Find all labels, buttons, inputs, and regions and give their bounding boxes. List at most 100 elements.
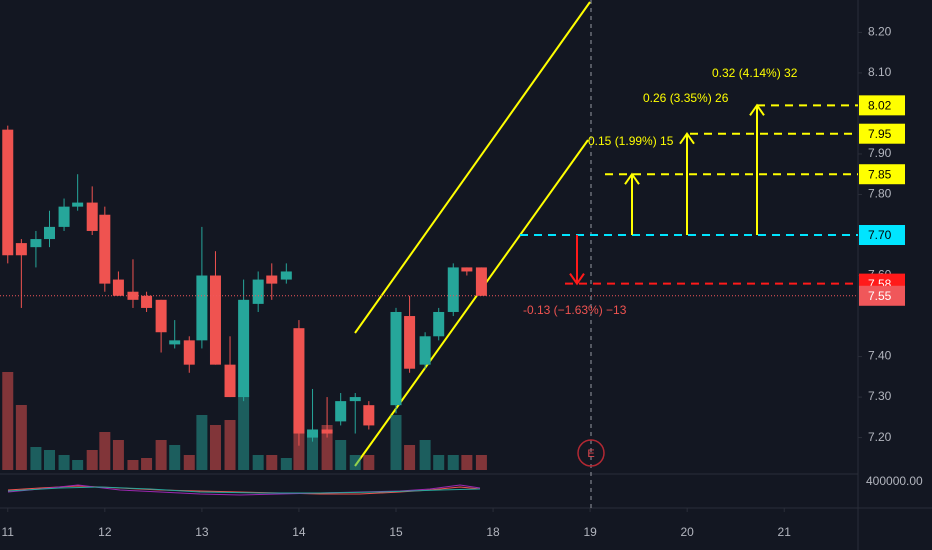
price-level-label: 7.95: [868, 127, 892, 141]
measure-arrowhead: [679, 131, 695, 145]
candle-body: [238, 299, 250, 398]
candle-body: [461, 267, 473, 272]
candle-body: [196, 275, 208, 341]
candle-body: [335, 401, 347, 422]
price-level-box: [859, 164, 905, 185]
volume-bar: [433, 455, 445, 470]
candle-body: [390, 311, 402, 406]
measure-arrowhead: [624, 172, 640, 185]
volume-bar: [86, 450, 98, 470]
candle-body: [307, 429, 319, 438]
candle-body: [141, 295, 153, 308]
measure-annotation: -0.13 (−1.63%) −13: [523, 303, 627, 317]
candle-body: [30, 239, 42, 248]
candle-body: [58, 206, 70, 227]
candle-body: [15, 243, 27, 256]
volume-bar: [196, 415, 208, 470]
x-tick-label: 15: [389, 525, 403, 539]
volume-bar: [112, 440, 124, 470]
price-level-label: 7.70: [868, 228, 892, 242]
candle-body: [112, 279, 124, 296]
candle-body: [99, 214, 111, 284]
volume-bar: [72, 460, 84, 470]
x-tick-label: 12: [98, 525, 112, 539]
candle-body: [447, 267, 459, 312]
candle-body: [280, 271, 292, 280]
volume-bar: [15, 405, 27, 470]
volume-bar: [238, 395, 250, 470]
price-level-box: [859, 285, 905, 306]
x-tick-label: 21: [778, 525, 792, 539]
event-label: E: [587, 448, 594, 460]
volume-bar: [475, 455, 487, 470]
candle-body: [86, 202, 98, 231]
y-tick-label: 8.10: [868, 65, 892, 79]
measure-annotation: 0.26 (3.35%) 26: [643, 91, 729, 105]
y-tick-label: 7.20: [868, 430, 892, 444]
measure-arrowhead: [749, 103, 765, 116]
x-tick-label: 20: [680, 525, 694, 539]
volume-bar: [30, 447, 42, 470]
volume-bar: [447, 455, 459, 470]
volume-bar: [390, 415, 402, 470]
volume-bar: [127, 460, 139, 470]
measure-annotation: 0.32 (4.14%) 32: [712, 66, 798, 80]
volume-bar: [44, 450, 55, 470]
volume-bar: [461, 455, 473, 470]
indicator-line: [7, 486, 481, 494]
volume-bar: [155, 440, 167, 470]
candle-body: [475, 267, 487, 296]
x-tick-label: 19: [583, 525, 597, 539]
volume-bar: [169, 445, 181, 470]
volume-bar: [99, 432, 111, 470]
volume-bar: [2, 372, 14, 470]
candle-body: [72, 202, 84, 207]
y-tick-label: 7.40: [868, 349, 892, 363]
candle-body: [404, 316, 416, 369]
y-tick-label: 7.90: [868, 146, 892, 160]
price-level-label: 7.55: [868, 289, 892, 303]
candle-body: [224, 364, 236, 398]
x-tick-label: 14: [292, 525, 306, 539]
volume-bar: [307, 435, 319, 470]
volume-bar: [335, 440, 347, 470]
candle-body: [155, 299, 167, 333]
candle-body: [44, 226, 55, 240]
channel-lower: [354, 139, 589, 467]
candle-body: [169, 340, 181, 345]
candle-body: [266, 275, 278, 284]
candle-body: [433, 311, 445, 337]
x-tick-label: 13: [195, 525, 209, 539]
volume-bar: [183, 455, 195, 470]
volume-bar: [404, 445, 416, 470]
volume-bar: [141, 458, 153, 470]
x-tick-label: 11: [2, 525, 15, 539]
measure-arrowhead: [569, 273, 585, 286]
indicator-scale-label: 400000.00: [866, 474, 923, 488]
volume-bar: [419, 440, 431, 470]
candle-body: [363, 405, 375, 426]
candle-body: [183, 340, 195, 365]
y-tick-label: 8.20: [868, 25, 892, 39]
candle-body: [209, 275, 221, 365]
price-level-label: 8.02: [868, 99, 892, 113]
y-tick-label: 7.30: [868, 389, 892, 403]
measure-annotation: 0.15 (1.99%) 15: [588, 134, 674, 148]
volume-bar: [209, 425, 221, 470]
volume-bar: [280, 458, 292, 470]
event-marker: [577, 439, 605, 467]
price-level-box: [859, 225, 905, 245]
candle-body: [349, 397, 361, 402]
price-level-box: [859, 95, 905, 116]
channel-upper: [354, 1, 591, 334]
candle-body: [2, 129, 14, 256]
price-level-box: [859, 123, 905, 144]
y-tick-label: 7.80: [868, 187, 892, 201]
volume-bar: [363, 455, 375, 470]
volume-bar: [266, 455, 278, 470]
volume-bar: [58, 455, 70, 470]
candle-body: [321, 429, 333, 434]
volume-bar: [321, 425, 333, 470]
price-level-label: 7.85: [868, 167, 892, 181]
